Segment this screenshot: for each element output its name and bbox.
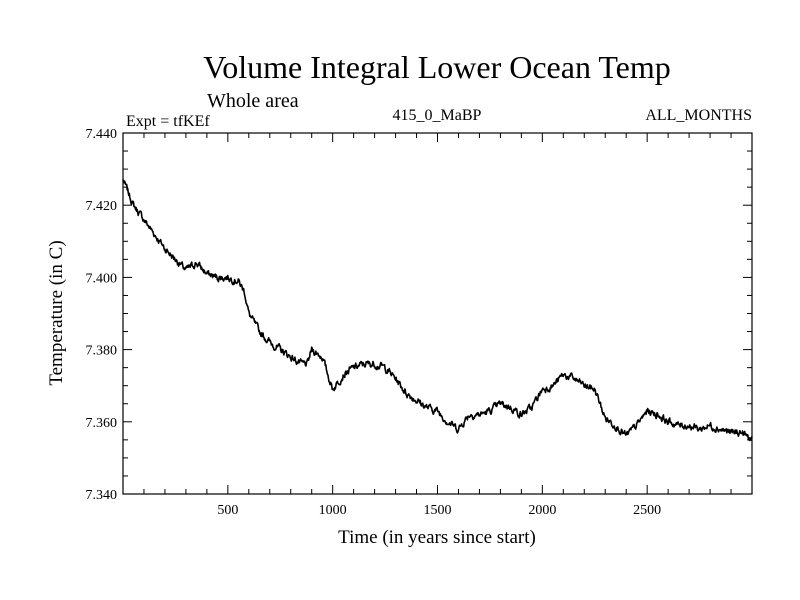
y-tick-label: 7.420	[86, 199, 118, 214]
chart-title: Volume Integral Lower Ocean Temp	[203, 49, 671, 85]
experiment-label: Expt = tfKEf	[126, 113, 210, 130]
y-tick-label: 7.340	[86, 488, 118, 503]
x-tick-label: 2000	[528, 503, 556, 518]
y-tick-label: 7.440	[86, 127, 118, 142]
x-tick-label: 1500	[424, 503, 452, 518]
months-label: ALL_MONTHS	[645, 107, 752, 124]
temperature-series-line	[122, 179, 753, 442]
x-axis-label: Time (in years since start)	[338, 527, 536, 548]
y-axis: 7.340 7.360 7.380 7.400 7.420 7.440	[86, 127, 752, 503]
y-axis-label: Temperature (in C)	[46, 240, 67, 385]
x-tick-label: 2500	[633, 503, 661, 518]
x-axis: 500 1000 1500 2000 2500	[143, 133, 732, 518]
x-tick-label: 1000	[319, 503, 347, 518]
y-tick-label: 7.400	[86, 271, 118, 286]
chart-subtitle: Whole area	[207, 90, 299, 112]
y-tick-label: 7.360	[86, 416, 118, 431]
period-label: 415_0_MaBP	[393, 107, 482, 124]
plot-frame	[122, 132, 753, 495]
y-tick-label: 7.380	[86, 344, 118, 359]
x-tick-label: 500	[217, 503, 238, 518]
